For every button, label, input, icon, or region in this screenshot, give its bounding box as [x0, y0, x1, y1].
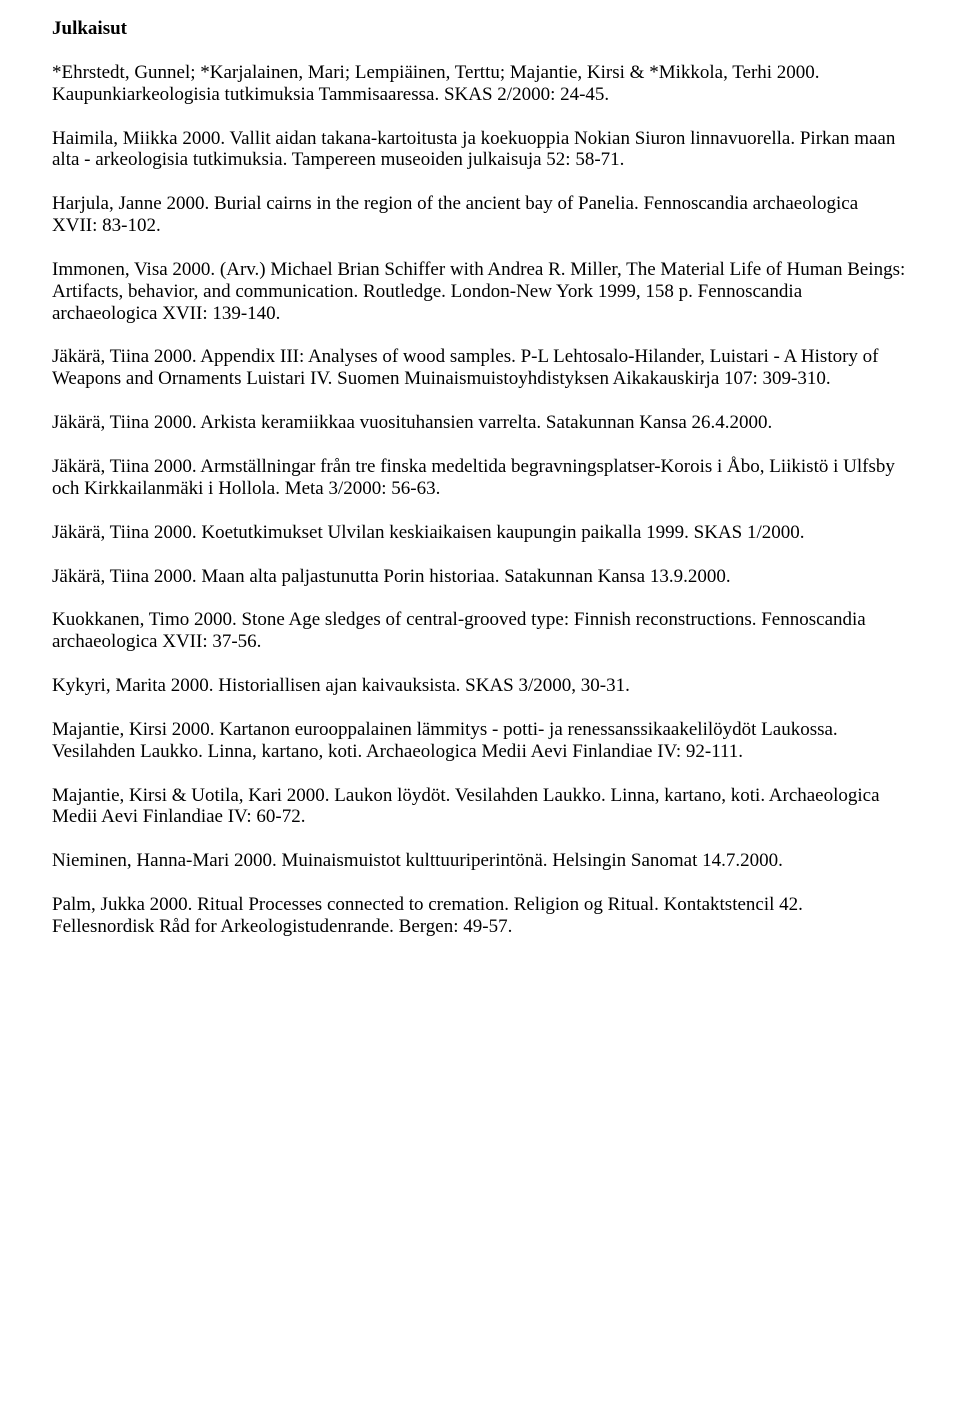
- publication-entry: Haimila, Miikka 2000. Vallit aidan takan…: [52, 128, 908, 172]
- publication-entry: Harjula, Janne 2000. Burial cairns in th…: [52, 193, 908, 237]
- publication-entry: Jäkärä, Tiina 2000. Appendix III: Analys…: [52, 346, 908, 390]
- publication-entry: Majantie, Kirsi & Uotila, Kari 2000. Lau…: [52, 785, 908, 829]
- page-heading: Julkaisut: [52, 18, 908, 40]
- publication-entry: Immonen, Visa 2000. (Arv.) Michael Brian…: [52, 259, 908, 325]
- publication-entry: Jäkärä, Tiina 2000. Maan alta paljastunu…: [52, 566, 908, 588]
- publication-entry: Nieminen, Hanna-Mari 2000. Muinaismuisto…: [52, 850, 908, 872]
- publication-entry: Kykyri, Marita 2000. Historiallisen ajan…: [52, 675, 908, 697]
- publication-entry: Kuokkanen, Timo 2000. Stone Age sledges …: [52, 609, 908, 653]
- publication-entry: Majantie, Kirsi 2000. Kartanon eurooppal…: [52, 719, 908, 763]
- publication-entry: Jäkärä, Tiina 2000. Armställningar från …: [52, 456, 908, 500]
- publication-entry: Jäkärä, Tiina 2000. Arkista keramiikkaa …: [52, 412, 908, 434]
- publication-entry: Palm, Jukka 2000. Ritual Processes conne…: [52, 894, 908, 938]
- publication-entry: Jäkärä, Tiina 2000. Koetutkimukset Ulvil…: [52, 522, 908, 544]
- publication-entry: *Ehrstedt, Gunnel; *Karjalainen, Mari; L…: [52, 62, 908, 106]
